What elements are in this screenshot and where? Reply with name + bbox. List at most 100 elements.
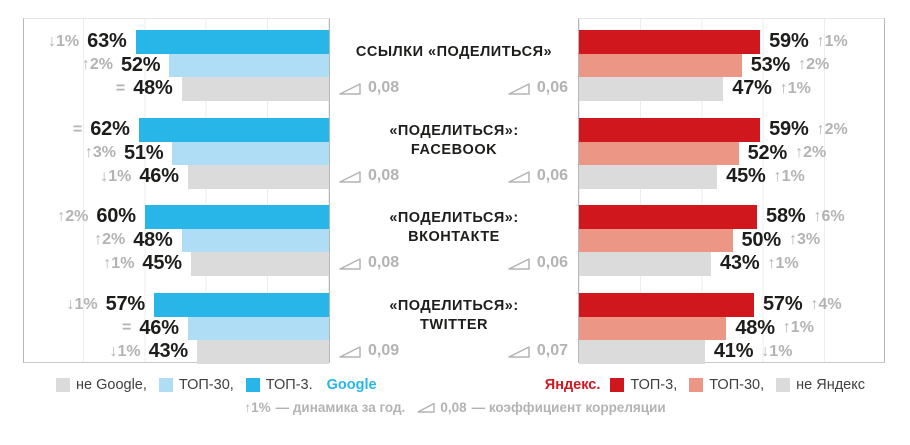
legend-label: ТОП-3,	[630, 376, 678, 393]
bar-yandex-top-3	[579, 118, 761, 142]
google-plot-area: ↓1% 63% ↑2% 52% = 48% = 62% ↑3% 51% ↓1% 46% ↑2% 60% ↑2…	[23, 18, 330, 364]
value-label: 45%	[142, 252, 182, 275]
google-correlation: 0,09	[339, 339, 399, 363]
yandex-correlation: 0,06	[508, 251, 568, 275]
correlation-value: 0,08	[368, 167, 400, 184]
legend-swatch-google	[245, 377, 260, 392]
group-title-line: «ПОДЕЛИТЬСЯ»:	[389, 209, 519, 226]
group-title-line: «ПОДЕЛИТЬСЯ»:	[389, 122, 519, 139]
legend-item: не Яндекс	[776, 377, 865, 393]
yandex-bar-row-rest: 45% ↑1%	[579, 165, 805, 189]
correlation-value: 0,06	[536, 167, 568, 184]
value-label: 48%	[133, 77, 173, 100]
yandex-bar-row-top-3: 58% ↑6%	[579, 205, 845, 229]
value-label: 53%	[750, 53, 791, 76]
change-label: ↑6%	[813, 207, 845, 225]
google-bar-row-rest: ↑1% 45%	[103, 252, 329, 276]
correlation-value: 0,06	[536, 79, 568, 96]
value-label: 48%	[133, 228, 173, 251]
yandex-bar-row-top-3: 57% ↑4%	[579, 293, 842, 317]
bar-google-top-30	[187, 316, 329, 340]
value-label: 47%	[732, 77, 772, 100]
correlation-triangle-icon	[339, 257, 361, 270]
group-title: ССЫЛКИ «ПОДЕЛИТЬСЯ»	[331, 29, 577, 76]
change-label: ↑1%	[779, 79, 811, 97]
legend-engine-yandex: Яндекс.	[544, 376, 601, 393]
bar-google-top-30	[169, 53, 329, 77]
yandex-bar-row-top-30: 53% ↑2%	[579, 53, 829, 77]
footnote-change-text: — динамика за год.	[275, 400, 406, 415]
correlation-value: 0,06	[536, 254, 568, 271]
change-label: ↓1%	[66, 295, 98, 313]
google-bar-row-top-30: = 46%	[122, 316, 329, 340]
correlation-value: 0,08	[368, 254, 400, 271]
yandex-bar-row-top-3: 59% ↑2%	[579, 118, 848, 142]
bar-yandex-rest	[579, 165, 718, 189]
value-label: 62%	[90, 118, 130, 141]
correlation-triangle-icon	[508, 82, 530, 95]
value-label: 46%	[139, 316, 179, 339]
value-label: 58%	[766, 205, 806, 228]
change-label: ↑4%	[810, 295, 842, 313]
legend-item: ТОП-30,	[158, 377, 234, 393]
change-label: =	[122, 319, 132, 337]
bar-yandex-top-30	[579, 141, 739, 165]
legend-label: не Яндекс	[796, 376, 865, 393]
bar-yandex-top-30	[579, 316, 727, 340]
google-bar-row-top-3: ↓1% 57%	[66, 293, 329, 317]
legend-swatch-yandex	[689, 377, 704, 392]
legend-item: ТОП-3.	[245, 376, 313, 393]
value-label: 46%	[139, 165, 179, 188]
bar-google-top-30	[181, 228, 329, 252]
bar-google-rest	[187, 165, 329, 189]
yandex-legend: Яндекс. ТОП-3, ТОП-30, не Яндекс	[545, 376, 865, 393]
google-bar-row-top-3: = 62%	[73, 118, 329, 142]
change-label: ↑3%	[788, 231, 821, 249]
group-title: «ПОДЕЛИТЬСЯ»: TWITTER	[331, 292, 577, 339]
change-label: ↓1%	[100, 167, 132, 185]
legend-swatch-yandex	[610, 377, 625, 392]
value-label: 57%	[105, 293, 146, 316]
change-label: ↑1%	[103, 254, 135, 272]
bar-yandex-rest	[579, 77, 724, 101]
value-label: 45%	[726, 165, 766, 188]
yandex-bar-row-top-3: 59% ↑1%	[579, 30, 848, 54]
google-bar-row-top-30: ↑3% 51%	[85, 141, 329, 165]
group-title: «ПОДЕЛИТЬСЯ»: FACEBOOK	[331, 117, 577, 164]
value-label: 52%	[120, 53, 161, 76]
change-label: =	[72, 120, 83, 138]
correlation-triangle-icon	[508, 345, 530, 358]
value-label: 57%	[762, 293, 803, 316]
value-label: 43%	[148, 340, 189, 363]
google-bar-row-top-30: ↑2% 48%	[94, 228, 329, 252]
correlation-triangle-icon	[508, 257, 530, 270]
bar-yandex-top-3	[579, 293, 754, 317]
legend-label: ТОП-3.	[265, 376, 313, 393]
value-label: 41%	[713, 340, 754, 363]
change-label: =	[115, 79, 126, 97]
bar-google-top-3	[154, 293, 329, 317]
value-label: 52%	[747, 141, 788, 164]
correlation-triangle-icon	[339, 345, 361, 358]
change-label: ↑2%	[57, 207, 89, 225]
correlation-triangle-icon	[508, 170, 530, 183]
change-label: ↑1%	[767, 254, 799, 272]
value-label: 59%	[769, 118, 809, 141]
value-label: 51%	[124, 141, 164, 164]
yandex-bar-row-rest: 41% ↓1%	[579, 340, 792, 364]
bar-yandex-top-3	[579, 30, 761, 54]
google-correlation: 0,08	[339, 164, 399, 188]
change-label: ↑2%	[81, 56, 113, 74]
value-label: 50%	[741, 228, 782, 251]
google-bar-row-rest: = 48%	[116, 77, 329, 101]
value-label: 48%	[735, 316, 775, 339]
google-bar-row-rest: ↓1% 43%	[109, 340, 329, 364]
google-bar-row-top-30: ↑2% 52%	[81, 53, 329, 77]
legend-label: не Google,	[76, 376, 147, 393]
correlation-value: 0,09	[368, 342, 400, 359]
footnote: ↑1% — динамика за год. 0,08 — коэффициен…	[0, 400, 910, 415]
change-label: ↓1%	[109, 342, 141, 360]
legend-label: ТОП-30,	[709, 376, 765, 393]
bar-google-rest	[197, 340, 329, 364]
legend-engine-google: Google	[326, 376, 377, 393]
